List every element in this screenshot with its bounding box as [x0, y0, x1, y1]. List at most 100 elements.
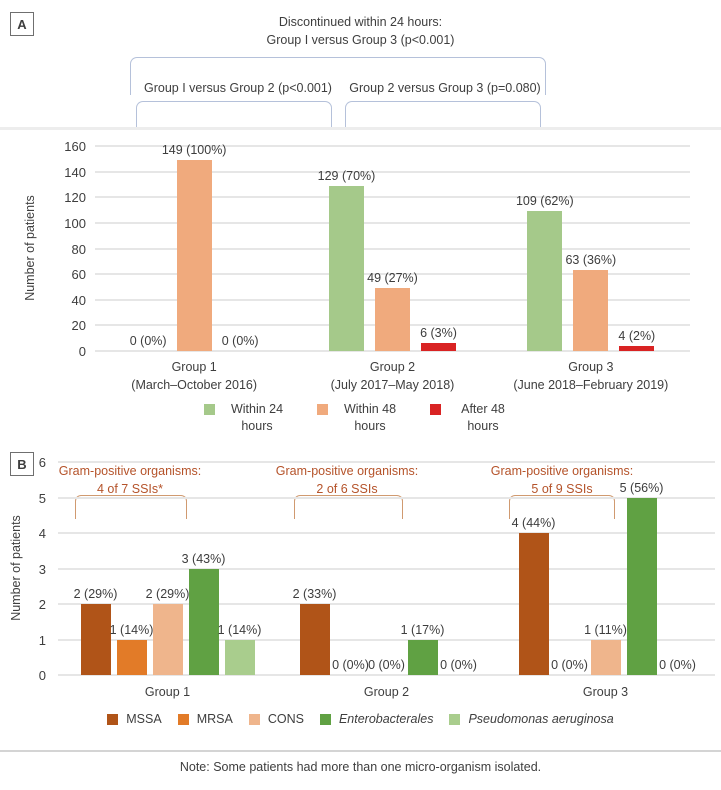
y-axis-tick: 6 [38, 455, 46, 470]
gridline [95, 145, 690, 147]
panel-a-title-line2: Group I versus Group 3 (p<0.001) [266, 33, 455, 48]
legend-label: Within 48 hours [343, 402, 397, 433]
bar-slot: 0 (0%) [659, 462, 696, 675]
y-axis-tick: 40 [71, 292, 86, 308]
gridline [95, 273, 690, 276]
y-axis-label: Number of patients [9, 515, 23, 621]
y-axis-tick: 2 [38, 597, 46, 612]
gridline [58, 461, 715, 463]
bar-group: 2 (29%) 1 (14%) 2 (29%) 3 (43%) 1 (14%) [58, 462, 277, 675]
legend-item: CONS [248, 711, 304, 726]
bar-group: 109 (62%) 63 (36%) 4 (2%) [492, 146, 690, 351]
bracket-group3-gram-positive [509, 495, 615, 519]
x-axis-group-label: Group 2 (July 2017–May 2018) [330, 360, 455, 393]
bar-groups: 0 (0%) 149 (100%) 0 (0%) 129 (70%) 49 (27%) 6… [95, 143, 690, 351]
gridline [58, 567, 715, 570]
y-axis-ticks: 0 1 2 3 4 5 6 [26, 455, 46, 683]
chart-a-legend: Within 24 hours Within 48 hours After 48 h… [0, 401, 721, 435]
bar-slot: 6 (3%) [420, 146, 457, 351]
bar-mssa [299, 604, 330, 675]
bar-slot: 0 (0%) [368, 462, 405, 675]
bar-slot: 1 (17%) [401, 462, 444, 675]
chart-a-plot-area: 0 (0%) 149 (100%) 0 (0%) 129 (70%) 49 (27%) 6… [95, 143, 690, 352]
y-axis-tick: 0 [38, 668, 46, 683]
bar-value-label: 0 (0%) [368, 658, 405, 672]
bar-value-label: 6 (3%) [420, 326, 457, 341]
bar-slot: 0 (0%) [222, 146, 259, 351]
bar-value-label: 0 (0%) [440, 658, 477, 672]
bracket-group1-vs-group2 [136, 101, 332, 128]
bar-within-48-hours [573, 270, 609, 351]
bar-slot: 49 (27%) [367, 146, 418, 351]
bar-after-48-hours [619, 345, 655, 351]
y-axis-ticks: 0 20 40 60 80 100 120 140 160 [42, 139, 86, 359]
footnote: Note: Some patients had more than one mi… [179, 760, 542, 774]
legend-label: Enterobacterales [338, 712, 434, 726]
bar-group: 129 (70%) 49 (27%) 6 (3%) [293, 146, 491, 351]
bar-value-label: 0 (0%) [551, 658, 588, 672]
bar-cons [152, 604, 183, 675]
legend-swatch [204, 404, 215, 415]
comparison-group1-vs-group2: Group I versus Group 2 (p<0.001) [144, 81, 332, 95]
legend-swatch [317, 404, 328, 415]
bar-slot: 0 (0%) [440, 462, 477, 675]
panel-a-title: Discontinued within 24 hours: Group I ve… [0, 13, 721, 49]
gridline [58, 638, 715, 641]
x-axis-labels: Group 1 Group 2 Group 3 [58, 683, 715, 701]
y-axis-tick: 120 [64, 190, 86, 206]
annotation-line2: 5 of 9 SSIs [531, 482, 593, 497]
x-axis-labels: Group 1 (March–October 2016) Group 2 (July … [95, 358, 690, 394]
bar-value-label: 0 (0%) [332, 658, 369, 672]
legend-label: After 48 hours [461, 402, 505, 433]
legend-label: MSSA [126, 712, 162, 726]
gridline [95, 170, 690, 173]
bar-value-label: 2 (29%) [73, 587, 118, 601]
legend-label: Within 24 hours [230, 402, 284, 433]
bar-after-48-hours [420, 343, 456, 351]
bar-value-label: 3 (43%) [181, 551, 226, 566]
bar-value-label: 49 (27%) [367, 271, 418, 286]
x-axis-group-label: Group 3 [582, 685, 629, 699]
x-axis-group-label: Group 1 [144, 685, 191, 699]
legend-item: Within 48 hours [317, 401, 404, 435]
bar-mssa [80, 604, 111, 675]
annotation-group3-gram-positive: Gram-positive organisms: 5 of 9 SSIs [457, 462, 667, 498]
bar-within-48-hours [176, 160, 212, 351]
chart-b-legend: MSSA MRSA CONS Enterobacterales Pseudomonas … [0, 711, 721, 726]
legend-item: Within 24 hours [204, 401, 291, 435]
legend-swatch [177, 714, 189, 725]
bar-slot: 5 (56%) [620, 462, 663, 675]
y-axis-tick: 140 [64, 164, 86, 180]
bar-value-label: 2 (29%) [145, 587, 190, 601]
bottom-divider [0, 750, 721, 752]
bracket-group2-gram-positive [294, 495, 403, 519]
bar-enterobacterales [188, 568, 219, 675]
bar-slot: 0 (0%) [332, 462, 369, 675]
bar-value-label: 1 (17%) [400, 622, 445, 637]
bar-within-24-hours [328, 185, 364, 351]
bar-value-label: 4 (44%) [511, 516, 556, 530]
y-axis-tick: 80 [71, 241, 86, 257]
legend-item: After 48 hours [430, 401, 517, 435]
bar-value-label: 1 (11%) [584, 622, 627, 637]
chart-b-plot-area: 2 (29%) 1 (14%) 2 (29%) 3 (43%) 1 (14%) 2 (33… [58, 461, 715, 676]
x-axis-group-label: Group 3 (June 2018–February 2019) [513, 360, 669, 393]
annotation-line2: 2 of 6 SSIs [316, 482, 378, 497]
annotation-line1: Gram-positive organisms: [490, 464, 634, 478]
legend-label: Pseudomonas aeruginosa [468, 712, 614, 726]
bar-value-label: 4 (2%) [618, 328, 656, 343]
bar-value-label: 0 (0%) [659, 658, 696, 672]
panel-a: A Discontinued within 24 hours: Group I … [0, 12, 721, 435]
legend-swatch [107, 714, 119, 725]
gridline [95, 221, 690, 224]
bar-pseudomonas-aeruginosa [224, 639, 255, 675]
y-axis-tick: 20 [71, 318, 86, 334]
bar-value-label: 5 (56%) [619, 480, 664, 495]
y-axis-label: Number of patients [23, 195, 37, 301]
bar-mssa [518, 533, 549, 675]
legend-swatch [248, 714, 260, 725]
annotation-group1-gram-positive: Gram-positive organisms: 4 of 7 SSIs* [25, 462, 235, 498]
bar-slot: 109 (62%) [516, 146, 574, 351]
bar-enterobacterales [407, 639, 438, 675]
